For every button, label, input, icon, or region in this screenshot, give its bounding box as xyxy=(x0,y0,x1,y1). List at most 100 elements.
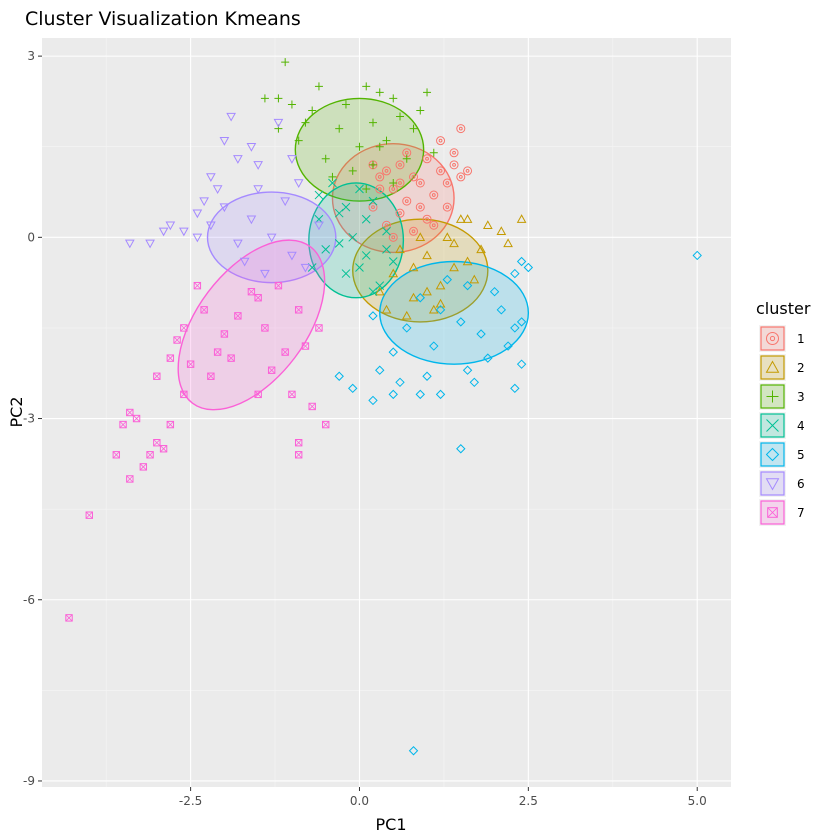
cluster-6-point xyxy=(192,209,203,219)
legend-marker-7 xyxy=(767,507,778,518)
cluster-7-point xyxy=(294,451,303,459)
cluster-7-point xyxy=(85,511,93,519)
cluster-5-point xyxy=(462,280,473,291)
cluster-6-point xyxy=(314,221,324,231)
cluster-6-point xyxy=(233,155,243,164)
cluster-4-point xyxy=(334,239,344,248)
cluster-7-point xyxy=(213,348,222,356)
cluster-2-point xyxy=(449,238,459,248)
cluster-3-point xyxy=(301,118,310,127)
legend-marker-5 xyxy=(765,447,780,462)
cluster-7-point xyxy=(173,336,181,344)
cluster-4-point xyxy=(361,251,371,260)
cluster-2-point xyxy=(428,304,439,314)
x-tick-label: -2.5 xyxy=(179,794,202,808)
cluster-2-point xyxy=(395,244,405,254)
cluster-3-point xyxy=(281,58,290,67)
y-tick-label: -3 xyxy=(23,412,35,426)
cluster-6-point xyxy=(226,112,236,122)
cluster-1-point xyxy=(429,190,439,200)
cluster-3-point xyxy=(274,94,283,103)
cluster-4-point xyxy=(348,232,358,242)
cluster-1-point xyxy=(375,172,385,182)
cluster-4-point xyxy=(368,287,378,297)
cluster-1-point xyxy=(368,202,378,212)
legend-marker-6 xyxy=(765,478,780,491)
cluster-1-point xyxy=(429,220,439,230)
cluster-7-point xyxy=(180,390,188,399)
cluster-5-point xyxy=(375,365,385,375)
y-tick-label: 0 xyxy=(27,230,35,244)
cluster-7-point xyxy=(288,390,296,399)
cluster-points xyxy=(65,58,702,756)
cluster-1-point xyxy=(395,208,405,218)
cluster-6-point xyxy=(246,143,257,152)
y-tick-label: 3 xyxy=(27,49,35,63)
cluster-1-point xyxy=(436,166,446,176)
legend-key-1 xyxy=(760,326,785,351)
cluster-3-point xyxy=(375,142,384,151)
cluster-5-point xyxy=(402,323,412,333)
cluster-4-point xyxy=(341,202,351,212)
cluster-7-point xyxy=(193,281,202,290)
cluster-7-point xyxy=(247,287,256,296)
cluster-7-point xyxy=(65,614,73,622)
cluster-4-point xyxy=(375,281,385,291)
legend-label-6: 6 xyxy=(797,477,805,491)
cluster-7-point xyxy=(153,439,161,447)
cluster-6-point xyxy=(192,233,203,243)
legend-item-4: 4 xyxy=(759,412,805,439)
cluster-3-point xyxy=(429,148,438,157)
cluster-4-point xyxy=(321,245,331,254)
cluster-7-point xyxy=(315,324,323,332)
cluster-2-point xyxy=(435,298,446,308)
cluster-2-point xyxy=(469,274,480,284)
cluster-ellipse-5 xyxy=(379,260,530,365)
cluster-3-point xyxy=(314,82,323,91)
cluster-3-point xyxy=(389,178,398,187)
cluster-4-point xyxy=(341,269,351,278)
cluster-7-point xyxy=(220,330,229,338)
cluster-1-point xyxy=(442,178,452,188)
cluster-7-point xyxy=(227,354,235,362)
legend-item-3: 3 xyxy=(759,383,805,410)
cluster-1-point xyxy=(402,196,412,206)
cluster-7-point xyxy=(166,420,175,429)
cluster-5-point xyxy=(415,293,425,303)
cluster-5-point xyxy=(456,317,466,327)
cluster-1-point xyxy=(436,136,446,146)
cluster-3-point xyxy=(416,106,425,115)
cluster-3-point xyxy=(389,94,398,103)
x-tick-label: 0.0 xyxy=(350,794,369,808)
legend-item-6: 6 xyxy=(759,470,805,497)
cluster-3-point xyxy=(382,136,391,145)
cluster-7-point xyxy=(166,354,175,362)
legend-item-5: 5 xyxy=(759,441,805,468)
cluster-ellipse-2 xyxy=(352,218,489,323)
grid-minor xyxy=(42,38,731,787)
y-axis-title: PC2 xyxy=(7,397,26,428)
cluster-5-point xyxy=(408,746,419,756)
cluster-3-point xyxy=(308,106,317,115)
cluster-2-point xyxy=(482,220,493,229)
cluster-5-point xyxy=(476,329,486,339)
legend-marker-2 xyxy=(765,360,780,373)
cluster-1-point xyxy=(375,184,385,194)
cluster-3-point xyxy=(355,142,364,151)
cluster-4-point xyxy=(361,214,371,224)
grid-major xyxy=(42,38,731,787)
cluster-6-point xyxy=(246,215,257,225)
y-axis-ticks: 3 0 -3 -6 -9 xyxy=(23,49,42,788)
cluster-4-point xyxy=(382,226,391,236)
cluster-6-point xyxy=(233,239,243,249)
cluster-6-point xyxy=(145,239,155,249)
cluster-5-point xyxy=(429,341,439,351)
legend-marker-1 xyxy=(766,332,779,345)
cluster-7-point xyxy=(119,420,127,429)
cluster-5-point xyxy=(348,383,358,394)
legend-item-1: 1 xyxy=(759,325,805,352)
cluster-5-point xyxy=(516,317,527,327)
cluster-7-point xyxy=(112,451,121,459)
x-axis-title: PC1 xyxy=(376,815,407,834)
